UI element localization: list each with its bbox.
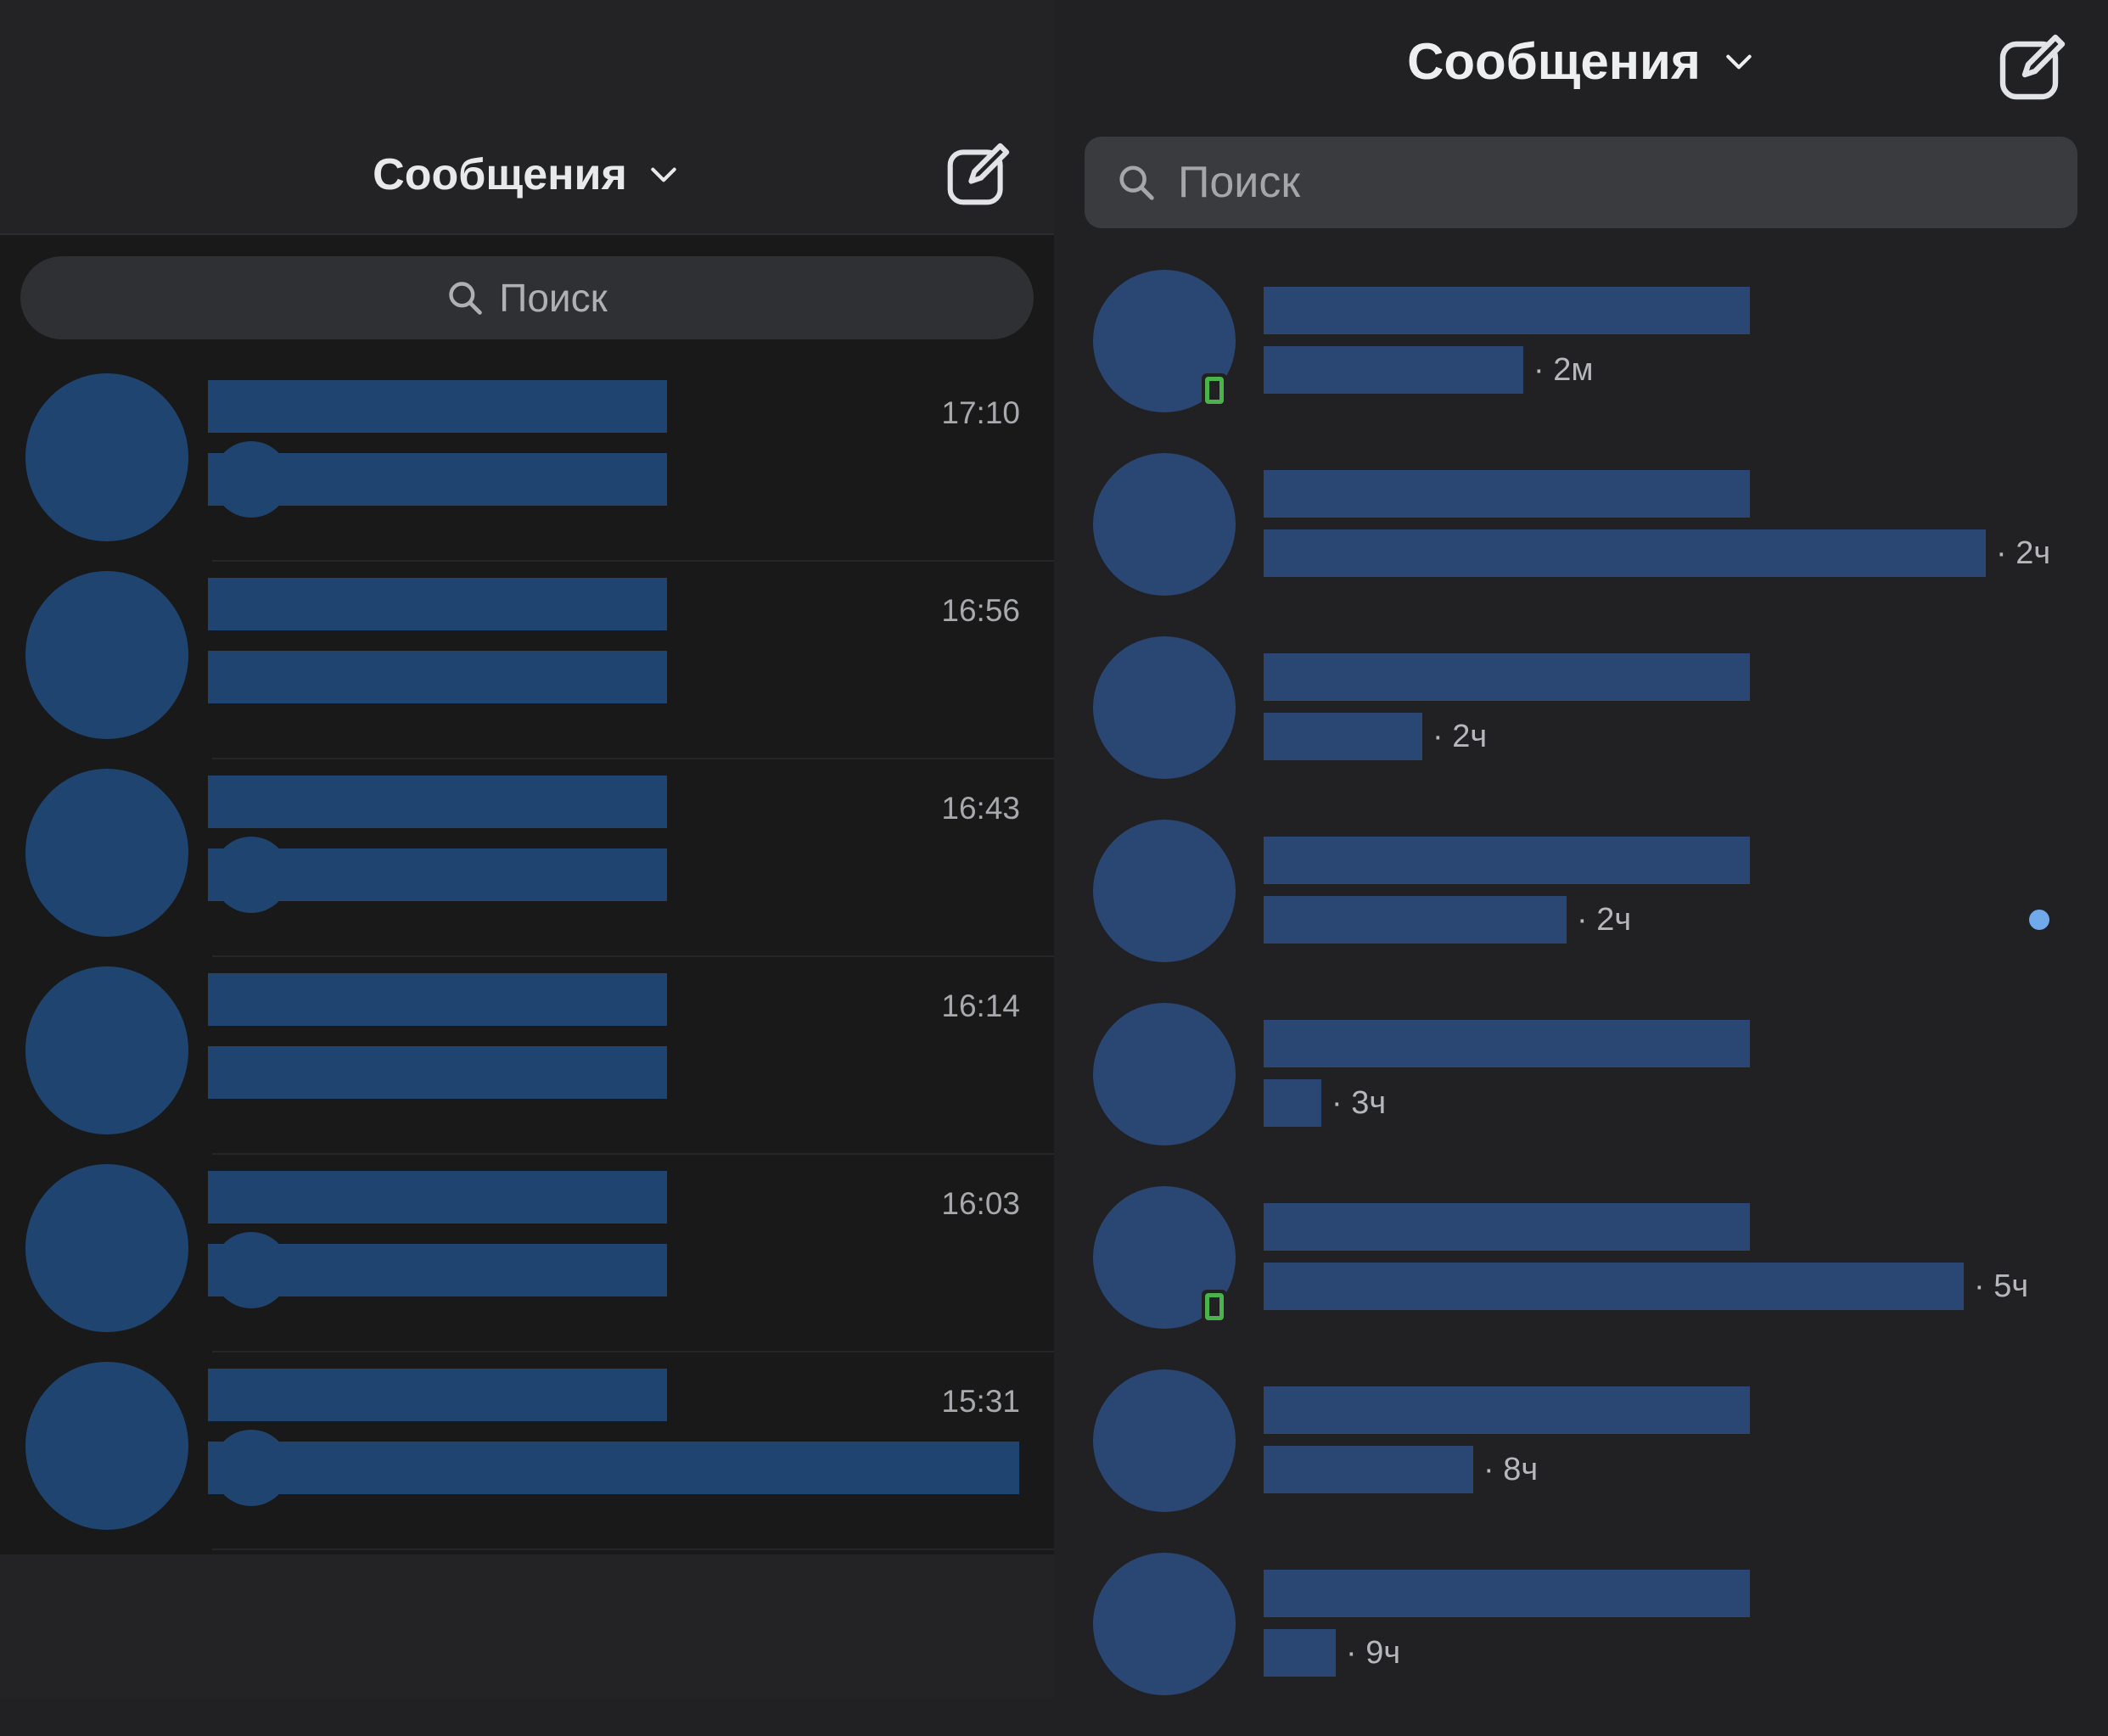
chat-name-redacted	[208, 1369, 667, 1421]
compose-icon[interactable]	[945, 143, 1010, 207]
mobile-online-icon	[1202, 1290, 1227, 1324]
sender-mini-avatar	[213, 1232, 289, 1308]
left-footer	[0, 1554, 1054, 1698]
avatar	[1093, 1553, 1236, 1695]
chat-row[interactable]: 16:03	[0, 1154, 1054, 1352]
avatar	[1093, 1369, 1236, 1512]
chat-name-redacted	[1264, 1386, 1750, 1434]
chat-message-redacted	[1264, 1446, 1473, 1493]
chat-time-ago: · 3ч	[1332, 1085, 1387, 1121]
sender-mini-avatar	[213, 837, 289, 913]
avatar	[1093, 820, 1236, 962]
avatar	[25, 1362, 188, 1530]
chat-message-redacted	[1264, 713, 1422, 760]
chat-time: 16:14	[941, 988, 1020, 1023]
avatar	[1093, 1003, 1236, 1145]
chat-time-ago: · 2ч	[1996, 535, 2051, 571]
chat-name-redacted	[1264, 1020, 1750, 1067]
chat-row[interactable]: · 8ч	[1054, 1369, 2108, 1553]
chat-row[interactable]: · 2ч	[1054, 636, 2108, 820]
chat-message-redacted	[1264, 1629, 1336, 1677]
right-title-dropdown[interactable]: Сообщения	[1054, 32, 2108, 91]
chat-row[interactable]: · 9ч	[1054, 1553, 2108, 1736]
chat-time: 16:56	[941, 593, 1020, 628]
sender-mini-avatar	[213, 441, 289, 518]
avatar	[25, 571, 188, 739]
chat-row[interactable]: · 2ч	[1054, 820, 2108, 1003]
chat-message-redacted	[208, 651, 667, 703]
chevron-down-icon	[651, 167, 676, 182]
chat-name-redacted	[1264, 470, 1750, 518]
chat-time-ago: · 8ч	[1483, 1452, 1539, 1487]
chat-time-ago: · 2м	[1533, 352, 1594, 388]
right-search-input[interactable]: Поиск	[1085, 137, 2077, 228]
divider	[212, 955, 1054, 957]
chat-time-ago: · 5ч	[1974, 1268, 2029, 1304]
left-title-text: Сообщения	[373, 150, 627, 199]
chat-row[interactable]: 17:10	[0, 363, 1054, 562]
mobile-online-icon	[1202, 373, 1227, 407]
search-icon	[449, 282, 483, 315]
avatar	[1093, 453, 1236, 596]
chat-row[interactable]: 15:31	[0, 1352, 1054, 1550]
right-title-text: Сообщения	[1407, 33, 1701, 90]
chat-message-redacted	[1264, 896, 1567, 944]
chat-message-redacted	[1264, 529, 1986, 577]
compose-icon[interactable]	[1998, 34, 2066, 102]
chat-message-redacted	[1264, 346, 1523, 394]
avatar	[25, 966, 188, 1134]
chat-message-redacted	[1264, 1263, 1964, 1310]
chat-time-ago: · 2ч	[1432, 719, 1488, 754]
chat-name-redacted	[1264, 837, 1750, 884]
chat-name-redacted	[208, 380, 667, 433]
left-panel: Сообщения Поиск 17:10 16:56 16:43 16:14 16:0…	[0, 0, 1054, 1698]
chat-time: 16:03	[941, 1186, 1020, 1221]
chat-message-redacted	[208, 1442, 1019, 1494]
chat-name-redacted	[1264, 287, 1750, 334]
chat-name-redacted	[208, 973, 667, 1026]
divider	[212, 1548, 1054, 1550]
avatar	[1093, 636, 1236, 779]
avatar	[25, 769, 188, 937]
search-icon	[1119, 165, 1154, 200]
chat-row[interactable]: · 3ч	[1054, 1003, 2108, 1186]
divider	[212, 758, 1054, 759]
left-search-placeholder: Поиск	[499, 276, 608, 320]
chat-name-redacted	[208, 578, 667, 630]
chat-name-redacted	[208, 1171, 667, 1224]
chat-time: 15:31	[941, 1384, 1020, 1419]
chat-name-redacted	[1264, 1570, 1750, 1617]
chat-row[interactable]: 16:56	[0, 561, 1054, 759]
chat-name-redacted	[208, 776, 667, 828]
chat-name-redacted	[1264, 653, 1750, 701]
chat-message-redacted	[1264, 1079, 1321, 1127]
chevron-down-icon	[1726, 54, 1752, 69]
chat-row[interactable]: 16:14	[0, 956, 1054, 1155]
chat-row[interactable]: 16:43	[0, 759, 1054, 957]
sender-mini-avatar	[213, 1430, 289, 1506]
avatar	[25, 1164, 188, 1332]
left-title-dropdown[interactable]: Сообщения	[0, 149, 950, 200]
chat-row[interactable]: · 2ч	[1054, 453, 2108, 636]
chat-time-ago: · 2ч	[1577, 902, 1632, 938]
right-search-placeholder: Поиск	[1178, 158, 1301, 207]
chat-name-redacted	[1264, 1203, 1750, 1251]
right-panel: Сообщения Поиск · 2м · 2ч · 2ч · 2ч · 3ч · 5ч…	[1054, 0, 2108, 1698]
chat-row[interactable]: · 5ч	[1054, 1186, 2108, 1369]
chat-time-ago: · 9ч	[1346, 1635, 1401, 1671]
divider	[212, 560, 1054, 562]
divider	[212, 1351, 1054, 1352]
divider	[212, 1153, 1054, 1155]
chat-time: 16:43	[941, 791, 1020, 826]
left-header: Сообщения	[0, 0, 1054, 235]
chat-row[interactable]: · 2м	[1054, 270, 2108, 453]
chat-time: 17:10	[941, 395, 1020, 430]
avatar	[25, 373, 188, 541]
chat-message-redacted	[208, 1046, 667, 1099]
unread-dot	[2029, 910, 2049, 930]
left-search-input[interactable]: Поиск	[20, 256, 1034, 339]
